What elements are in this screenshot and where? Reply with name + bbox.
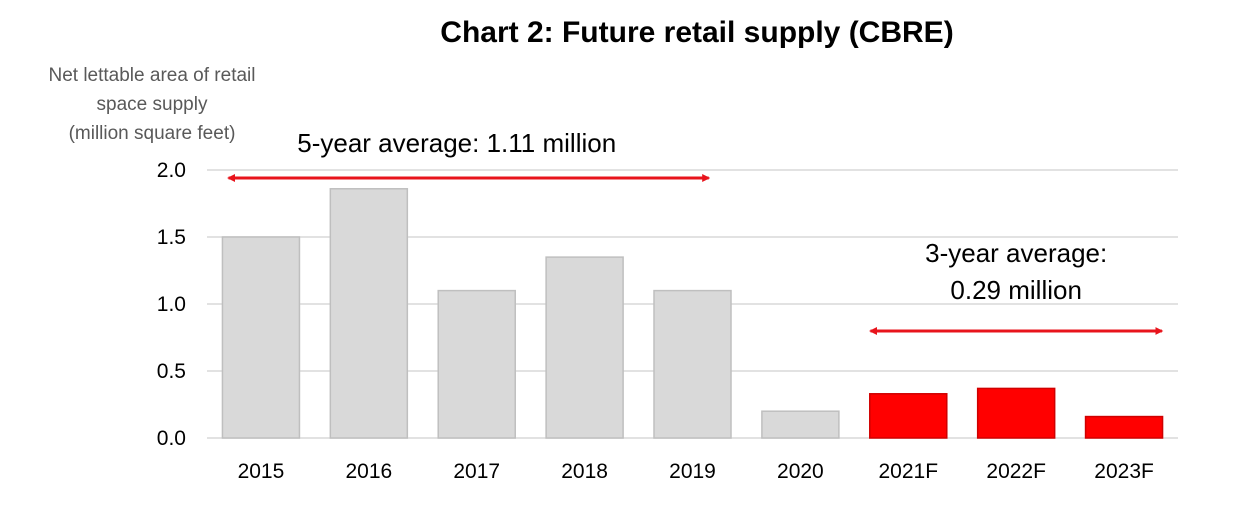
bar-2016 <box>329 188 409 439</box>
bar-2015 <box>221 236 301 439</box>
bar-2017 <box>437 289 516 439</box>
bar-2018 <box>545 256 624 439</box>
y-axis-ticks: 0.0 0.5 1.0 1.5 2.0 <box>157 159 186 450</box>
x-tick-label: 2018 <box>561 460 608 483</box>
y-axis-title: Net lettable area of retail space supply… <box>48 65 255 144</box>
y-tick-label: 2.0 <box>157 159 186 182</box>
bars <box>221 188 1164 439</box>
x-tick-label: 2023F <box>1094 460 1154 483</box>
y-tick-label: 0.0 <box>157 427 186 450</box>
y-axis-title-line-3: (million square feet) <box>69 123 236 144</box>
bar-2022f <box>976 387 1056 439</box>
y-tick-label: 0.5 <box>157 360 186 383</box>
y-tick-label: 1.5 <box>157 226 186 249</box>
bar-2021f <box>869 393 948 439</box>
bar-2019 <box>653 289 732 439</box>
x-tick-label: 2021F <box>879 460 939 483</box>
x-tick-label: 2022F <box>986 460 1046 483</box>
annotations: 5-year average: 1.11 million 3-year avera… <box>227 128 1164 335</box>
y-axis-title-line-1: Net lettable area of retail <box>48 65 255 86</box>
x-axis-ticks: 2015 2016 2017 2018 2019 2020 2021F 2022F 2023F <box>238 460 1154 483</box>
y-axis-title-line-2: space supply <box>97 94 208 115</box>
annotation-label: 5-year average: 1.11 million <box>297 128 616 158</box>
x-tick-label: 2020 <box>777 460 824 483</box>
y-tick-label: 1.0 <box>157 293 186 316</box>
annotation-label: 0.29 million <box>950 275 1082 305</box>
bar-2023f <box>1084 415 1164 439</box>
x-tick-label: 2015 <box>238 460 285 483</box>
x-tick-label: 2019 <box>669 460 716 483</box>
bar-2020 <box>761 410 840 439</box>
x-tick-label: 2017 <box>453 460 500 483</box>
x-tick-label: 2016 <box>345 460 392 483</box>
chart-title: Chart 2: Future retail supply (CBRE) <box>440 16 953 49</box>
annotation-label: 3-year average: <box>925 238 1107 268</box>
